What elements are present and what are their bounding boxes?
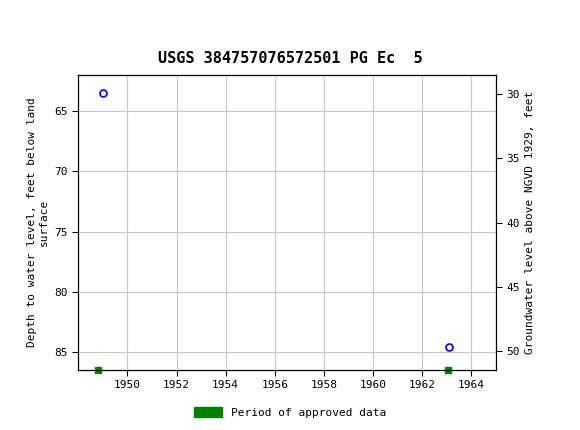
Y-axis label: Depth to water level, feet below land
surface: Depth to water level, feet below land su…	[27, 98, 49, 347]
Legend: Period of approved data: Period of approved data	[190, 403, 390, 422]
Text: ▓USGS: ▓USGS	[7, 9, 53, 26]
Text: USGS 384757076572501 PG Ec  5: USGS 384757076572501 PG Ec 5	[158, 51, 422, 65]
Y-axis label: Groundwater level above NGVD 1929, feet: Groundwater level above NGVD 1929, feet	[525, 91, 535, 354]
